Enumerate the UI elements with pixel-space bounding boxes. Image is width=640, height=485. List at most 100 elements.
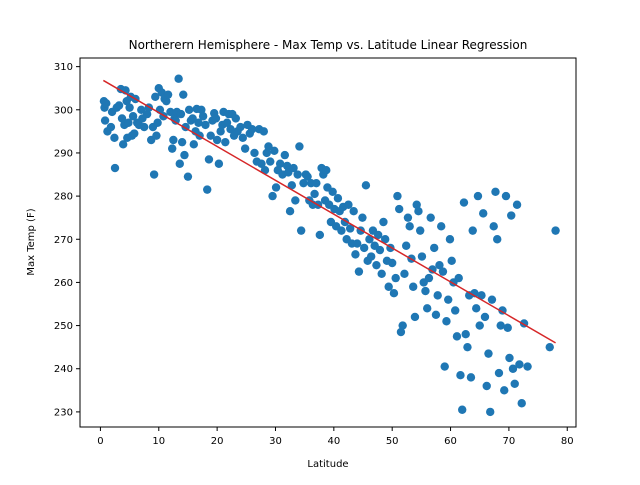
data-point-208: [452, 332, 462, 341]
data-point-202: [442, 317, 451, 326]
data-point-69: [201, 120, 210, 130]
data-point-103: [266, 157, 275, 166]
data-point-95: [250, 148, 259, 158]
data-point-177: [398, 321, 407, 330]
data-point-58: [183, 172, 193, 181]
data-point-40: [157, 88, 166, 97]
data-point-246: [523, 362, 532, 371]
data-point-22: [128, 112, 138, 121]
data-point-159: [366, 252, 376, 261]
data-point-186: [414, 207, 423, 216]
data-point-29: [139, 122, 149, 132]
regression-layer: [102, 79, 556, 344]
data-point-8: [110, 163, 120, 173]
x-axis-label: Latitude: [307, 459, 348, 470]
data-point-118: [295, 142, 304, 151]
data-point-52: [175, 159, 184, 168]
data-point-82: [222, 118, 232, 127]
data-point-193: [426, 213, 435, 222]
data-point-188: [417, 252, 427, 261]
data-point-36: [152, 131, 161, 140]
data-point-68: [198, 112, 208, 121]
x-tick-label-0: 0: [97, 436, 103, 447]
data-point-49: [171, 116, 180, 125]
data-point-115: [289, 163, 298, 173]
data-point-219: [472, 304, 481, 313]
chart-title: Northerern Hemisphere - Max Temp vs. Lat…: [129, 38, 528, 52]
data-point-233: [496, 321, 505, 330]
data-point-217: [468, 226, 477, 235]
data-point-244: [517, 399, 526, 408]
x-tick-label-80: 80: [561, 436, 574, 447]
data-point-156: [361, 181, 371, 190]
data-point-12: [117, 114, 127, 123]
data-point-204: [445, 235, 455, 244]
data-point-87: [231, 114, 240, 123]
data-point-150: [351, 250, 360, 259]
data-point-203: [444, 295, 453, 304]
data-point-111: [282, 161, 292, 171]
data-point-190: [421, 286, 430, 296]
data-point-18: [124, 118, 133, 127]
data-point-53: [176, 109, 186, 119]
data-point-147: [345, 224, 355, 233]
data-point-84: [226, 125, 235, 134]
data-point-7: [110, 133, 119, 143]
data-point-117: [293, 170, 302, 179]
y-tick-label-260: 260: [54, 278, 73, 289]
data-point-174: [393, 191, 402, 201]
data-point-65: [194, 118, 203, 127]
data-point-56: [180, 150, 189, 160]
data-point-236: [501, 191, 511, 201]
data-point-228: [487, 295, 497, 304]
y-tick-label-280: 280: [54, 192, 73, 203]
data-point-179: [401, 241, 411, 250]
data-point-176: [396, 327, 406, 337]
data-point-72: [206, 131, 215, 140]
data-point-51: [174, 74, 183, 83]
data-point-67: [197, 105, 206, 114]
data-point-225: [482, 381, 491, 391]
data-point-248: [551, 226, 560, 235]
data-point-120: [299, 178, 308, 188]
data-point-231: [493, 235, 502, 244]
data-point-105: [270, 146, 279, 155]
data-point-113: [285, 207, 295, 216]
data-point-19: [125, 103, 134, 112]
data-point-142: [337, 226, 346, 235]
data-point-81: [221, 137, 230, 147]
data-point-99: [259, 127, 269, 136]
y-tick-label-310: 310: [54, 62, 73, 73]
data-point-62: [189, 140, 198, 149]
data-point-116: [291, 196, 300, 205]
data-point-164: [375, 245, 385, 255]
data-point-175: [394, 204, 404, 214]
y-tick-label-300: 300: [54, 105, 73, 116]
y-tick-label-270: 270: [54, 235, 73, 246]
data-point-240: [508, 364, 518, 373]
data-point-46: [168, 144, 177, 153]
data-point-35: [151, 92, 160, 102]
data-point-230: [491, 187, 500, 196]
data-point-155: [359, 243, 369, 253]
x-tick-label-70: 70: [503, 436, 516, 447]
data-point-133: [322, 166, 331, 175]
data-point-241: [510, 379, 519, 389]
data-point-2: [100, 116, 110, 125]
data-point-194: [428, 265, 437, 274]
data-point-213: [461, 330, 470, 339]
data-point-54: [177, 137, 187, 147]
data-point-10: [114, 101, 124, 110]
y-tick-label-240: 240: [54, 364, 73, 375]
data-point-94: [247, 125, 257, 134]
data-point-181: [405, 222, 414, 231]
data-point-146: [344, 200, 353, 209]
data-point-158: [365, 235, 374, 244]
x-tick-label-10: 10: [152, 436, 165, 447]
data-point-210: [456, 371, 465, 380]
data-point-45: [166, 107, 175, 117]
data-point-149: [349, 207, 358, 216]
data-point-171: [387, 258, 397, 268]
